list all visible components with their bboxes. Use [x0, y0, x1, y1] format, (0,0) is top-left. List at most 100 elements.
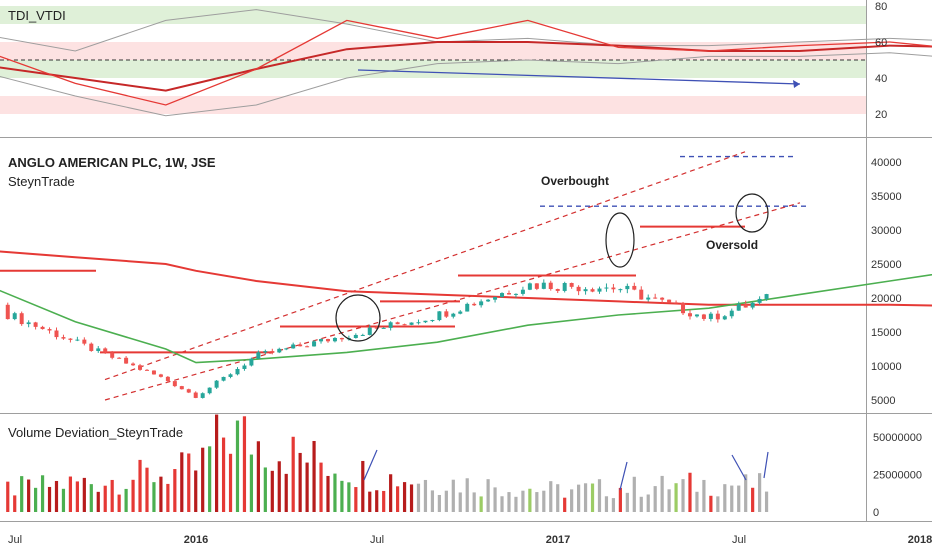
candle-body — [228, 374, 233, 377]
volume-bar — [354, 487, 358, 512]
x-axis-label: Jul — [370, 534, 384, 546]
volume-bar — [409, 484, 414, 512]
candle-body — [646, 297, 651, 300]
volume-bar — [68, 476, 73, 512]
candle-body — [472, 303, 477, 306]
candle-body — [263, 351, 268, 353]
candle-body — [75, 339, 80, 341]
volume-bar — [47, 486, 52, 512]
volume-bar — [298, 452, 302, 512]
volume-bar — [180, 452, 184, 512]
candle-body — [437, 311, 442, 321]
volume-bar — [744, 474, 748, 512]
candle-body — [576, 286, 581, 292]
price-y-tick: 5000 — [871, 395, 895, 407]
volume-bar — [312, 440, 316, 512]
volume-bar — [333, 473, 337, 512]
candle-body — [458, 311, 463, 314]
volume-arrow — [363, 449, 378, 481]
candle-body — [722, 316, 727, 320]
volume-bar — [291, 436, 295, 512]
volume-bar — [611, 498, 616, 512]
x-axis-label: 2018 — [908, 534, 932, 546]
candle-body — [138, 365, 143, 370]
candle-body — [611, 287, 616, 290]
candle-body — [632, 285, 637, 290]
candle-body — [506, 293, 511, 295]
volume-bar — [479, 496, 483, 512]
candle-body — [527, 283, 532, 290]
candle-body — [674, 302, 679, 304]
candle-body — [144, 369, 149, 371]
candle-body — [47, 329, 52, 331]
price-y-tick: 25000 — [871, 259, 902, 271]
candle-body — [26, 322, 31, 325]
price-y-tick: 10000 — [871, 361, 902, 373]
indicator-y-tick: 40 — [875, 73, 887, 85]
volume-bar — [528, 488, 532, 512]
volume-bar — [124, 488, 128, 512]
volume-bar — [152, 482, 156, 512]
candle-body — [5, 304, 10, 320]
volume-bar — [326, 475, 330, 512]
candle-body — [360, 334, 365, 336]
candle-body — [124, 357, 129, 364]
volume-bar — [215, 414, 219, 512]
volume-bar — [716, 496, 720, 512]
volume-bar — [507, 492, 511, 512]
volume-bar — [723, 484, 727, 512]
volume-bar — [34, 487, 38, 512]
candle-body — [33, 322, 38, 327]
candle-body — [597, 288, 602, 292]
volume-bar — [695, 491, 699, 512]
volume-bar — [396, 486, 400, 512]
candle-body — [242, 365, 247, 369]
volume-bar — [590, 483, 595, 512]
x-axis-label: Jul — [732, 534, 746, 546]
candle-body — [729, 310, 734, 317]
bb-lower-line — [0, 52, 932, 117]
volume-bar — [556, 484, 560, 512]
volume-bar — [13, 495, 17, 512]
candle-body — [694, 314, 699, 317]
candle-body — [625, 285, 630, 290]
candle-body — [444, 311, 449, 317]
volume-bar — [437, 494, 441, 512]
candle-body — [715, 313, 720, 320]
volume-bar — [416, 483, 421, 512]
candle-body — [305, 346, 310, 348]
indicator-title: TDI_VTDI — [8, 8, 66, 23]
candle-body — [207, 387, 212, 394]
candle-body — [298, 344, 303, 347]
candle-body — [19, 313, 24, 325]
price-y-tick: 20000 — [871, 293, 902, 305]
volume-bar — [6, 481, 10, 512]
candle-body — [179, 386, 184, 390]
volume-bar — [117, 494, 121, 512]
volume-bar — [54, 480, 59, 512]
candle-body — [667, 299, 672, 303]
candle-body — [96, 348, 101, 351]
bb-upper-line — [0, 9, 932, 52]
band-green-mid — [0, 60, 866, 78]
volume-bar — [166, 483, 170, 512]
volume-bar — [402, 482, 407, 512]
volume-bar — [458, 492, 462, 512]
volume-bar — [653, 486, 657, 512]
candle-body — [151, 370, 156, 375]
volume-bar — [500, 496, 504, 512]
volume-bar — [277, 461, 281, 512]
volume-bar — [618, 487, 622, 512]
volume-bar — [521, 490, 525, 512]
volume-bar — [660, 475, 664, 512]
candle-body — [256, 352, 261, 359]
volume-bar — [549, 481, 553, 512]
volume-bar — [75, 481, 79, 512]
volume-bar — [284, 473, 288, 512]
volume-bar — [709, 495, 713, 512]
candle-body — [736, 304, 741, 311]
price-y-tick: 40000 — [871, 157, 902, 169]
volume-bar — [389, 474, 393, 512]
volume-bar — [103, 485, 107, 512]
volume-bar — [674, 483, 678, 512]
